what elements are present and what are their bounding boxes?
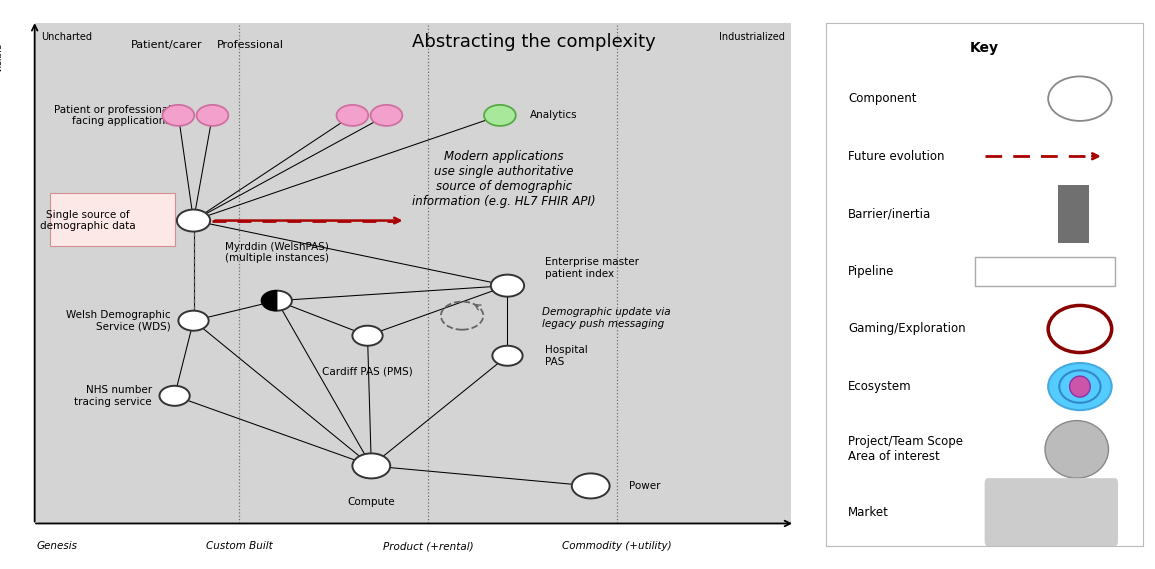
Text: Cardiff PAS (PMS): Cardiff PAS (PMS) bbox=[322, 367, 412, 377]
Circle shape bbox=[491, 275, 524, 296]
Text: NHS number
tracing service: NHS number tracing service bbox=[74, 385, 152, 407]
FancyBboxPatch shape bbox=[975, 257, 1115, 286]
Circle shape bbox=[159, 386, 189, 406]
Text: Product (+rental): Product (+rental) bbox=[382, 541, 474, 551]
Text: Market: Market bbox=[848, 506, 889, 519]
Text: Invisible: Invisible bbox=[0, 466, 2, 504]
Text: Future evolution: Future evolution bbox=[848, 150, 945, 163]
Ellipse shape bbox=[1049, 306, 1111, 353]
Text: Power: Power bbox=[628, 481, 660, 491]
Circle shape bbox=[572, 473, 610, 498]
Text: Myrddin (WelshPAS)
(multiple instances): Myrddin (WelshPAS) (multiple instances) bbox=[225, 241, 329, 263]
Ellipse shape bbox=[1049, 76, 1111, 121]
Text: Analytics: Analytics bbox=[530, 110, 578, 121]
Text: Commodity (+utility): Commodity (+utility) bbox=[562, 541, 672, 551]
Text: Visible: Visible bbox=[0, 43, 2, 72]
Text: Welsh Demographic
Service (WDS): Welsh Demographic Service (WDS) bbox=[66, 310, 171, 332]
Circle shape bbox=[352, 453, 390, 479]
Text: Uncharted: Uncharted bbox=[40, 32, 91, 42]
Circle shape bbox=[371, 105, 402, 126]
Text: Single source of
demographic data: Single source of demographic data bbox=[39, 210, 135, 232]
Text: Ecosystem: Ecosystem bbox=[848, 380, 911, 393]
FancyBboxPatch shape bbox=[984, 478, 1118, 546]
Ellipse shape bbox=[1049, 363, 1111, 410]
Text: Barrier/inertia: Barrier/inertia bbox=[848, 207, 931, 220]
Text: Enterprise master
patient index: Enterprise master patient index bbox=[545, 257, 640, 279]
Text: Genesis: Genesis bbox=[37, 541, 77, 551]
Text: Key: Key bbox=[970, 41, 999, 55]
Text: Patient/carer: Patient/carer bbox=[132, 40, 203, 50]
Ellipse shape bbox=[1045, 420, 1109, 478]
Text: Demographic update via
legacy push messaging: Demographic update via legacy push messa… bbox=[542, 307, 670, 329]
Ellipse shape bbox=[1070, 376, 1090, 397]
Text: Compute: Compute bbox=[348, 497, 395, 507]
Text: Industrialized: Industrialized bbox=[720, 32, 785, 42]
Circle shape bbox=[196, 105, 229, 126]
Text: Patient or professional
facing applications: Patient or professional facing applicati… bbox=[53, 105, 171, 126]
Text: Modern applications
use single authoritative
source of demographic
information (: Modern applications use single authorita… bbox=[412, 150, 596, 208]
Circle shape bbox=[336, 105, 368, 126]
Text: Component: Component bbox=[848, 92, 917, 105]
Circle shape bbox=[352, 325, 382, 346]
Circle shape bbox=[261, 291, 292, 311]
Circle shape bbox=[178, 311, 209, 331]
Text: Project/Team Scope
Area of interest: Project/Team Scope Area of interest bbox=[848, 435, 963, 463]
Text: Abstracting the complexity: Abstracting the complexity bbox=[412, 33, 656, 51]
Circle shape bbox=[177, 209, 210, 232]
Circle shape bbox=[484, 105, 516, 126]
Text: Custom Built: Custom Built bbox=[206, 541, 273, 551]
FancyBboxPatch shape bbox=[50, 193, 174, 246]
FancyBboxPatch shape bbox=[1058, 185, 1089, 242]
Polygon shape bbox=[262, 291, 277, 311]
Circle shape bbox=[492, 346, 522, 366]
Text: Pipeline: Pipeline bbox=[848, 265, 894, 278]
Text: Hospital
PAS: Hospital PAS bbox=[545, 345, 588, 366]
Text: Gaming/Exploration: Gaming/Exploration bbox=[848, 323, 966, 336]
Text: Professional: Professional bbox=[217, 40, 284, 50]
Circle shape bbox=[163, 105, 194, 126]
